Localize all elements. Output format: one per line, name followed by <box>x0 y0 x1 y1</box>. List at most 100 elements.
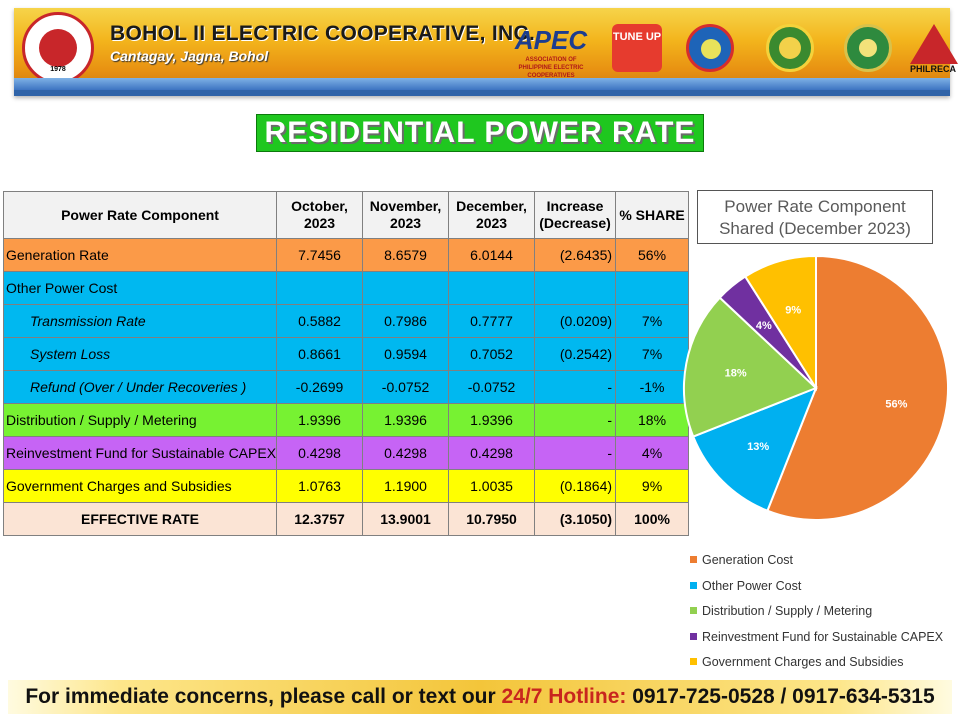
header-component: Power Rate Component <box>2 191 278 239</box>
cell-increase: (2.6435) <box>534 238 617 272</box>
legend-item-distribution: Distribution / Supply / Metering <box>690 601 943 627</box>
apec-logo: APEC ASSOCIATION OF PHILIPPINE ELECTRIC … <box>512 24 590 79</box>
cell-increase: (0.2542) <box>534 337 617 371</box>
cell-november: 0.4298 <box>362 436 450 470</box>
header-december: December, 2023 <box>448 191 536 239</box>
cell-share: 7% <box>615 304 690 338</box>
footer-lead-text: For immediate concerns, please call or t… <box>25 685 502 708</box>
legend-swatch <box>690 632 697 640</box>
table-row-other-power-cost: Other Power Cost <box>2 271 690 305</box>
cell-label: Distribution / Supply / Metering <box>2 403 278 437</box>
cell-share: 100% <box>615 502 690 536</box>
cell-december: 6.0144 <box>448 238 536 272</box>
legend-label: Reinvestment Fund for Sustainable CAPEX <box>702 629 944 644</box>
cell-increase: (0.1864) <box>534 469 617 503</box>
table-row-government: Government Charges and Subsidies 1.0763 … <box>2 469 690 503</box>
legend-swatch <box>690 581 697 589</box>
pie-label-reinvestment: 4% <box>756 320 772 332</box>
cell-label: EFFECTIVE RATE <box>2 502 278 536</box>
table-row-distribution: Distribution / Supply / Metering 1.9396 … <box>2 403 690 437</box>
nea-logo <box>686 24 734 72</box>
philreca-triangle-icon <box>910 24 958 64</box>
cell-december: -0.0752 <box>448 370 536 404</box>
cooperative-address: Cantagay, Jagna, Bohol <box>110 48 269 64</box>
cell-december: 0.7052 <box>448 337 536 371</box>
cell-october: 0.5882 <box>276 304 364 338</box>
legend-swatch <box>690 556 697 563</box>
cell-november: 0.7986 <box>362 304 450 338</box>
cell-increase: - <box>534 436 617 470</box>
cell-label: Other Power Cost <box>2 271 278 305</box>
cell-november: 0.9594 <box>362 337 450 371</box>
pie-slice-distribution <box>683 296 818 438</box>
cell-label: Generation Rate <box>2 238 278 272</box>
cell-october: 1.9396 <box>276 403 364 437</box>
cell-increase <box>534 271 617 305</box>
header-banner: 1978 BOHOL II ELECTRIC COOPERATIVE, INC.… <box>14 8 958 96</box>
footer-hotline-numbers: 0917-725-0528 / 0917-634-5315 <box>626 685 935 708</box>
table-row-refund: Refund (Over / Under Recoveries ) -0.269… <box>2 370 690 404</box>
legend-item-generation: Generation Cost <box>690 550 943 576</box>
pie-label-generation: 56% <box>885 398 907 410</box>
cell-december: 1.0035 <box>448 469 536 503</box>
philreca-logo-text: PHILRECA <box>909 64 956 74</box>
philreca-logo: PHILRECA <box>906 24 960 74</box>
legend-label: Generation Cost <box>702 553 794 567</box>
cell-increase: (3.1050) <box>534 502 617 536</box>
legend-label: Government Charges and Subsidies <box>702 655 904 669</box>
pie-slice-other-power-cost <box>691 386 818 513</box>
cell-december: 10.7950 <box>448 502 536 536</box>
cell-october: 7.7456 <box>276 238 364 272</box>
cell-increase: - <box>534 403 617 437</box>
cell-label: Transmission Rate <box>2 304 278 338</box>
legend-swatch <box>690 658 697 665</box>
cell-november <box>362 271 450 305</box>
power-rate-table: Power Rate Component October, 2023 Novem… <box>2 191 690 536</box>
cooperative-logo: 1978 <box>22 12 94 84</box>
cell-label: System Loss <box>2 337 278 371</box>
page-title: RESIDENTIAL POWER RATE <box>256 114 704 152</box>
logo-year: 1978 <box>50 66 66 73</box>
tune-up-logo: TUNE UP <box>612 24 662 72</box>
legend-label: Other Power Cost <box>702 578 802 593</box>
chart-title: Power Rate Component Shared (December 20… <box>697 190 933 244</box>
footer-hotline-banner: For immediate concerns, please call or t… <box>8 680 952 714</box>
header-october: October, 2023 <box>276 191 364 239</box>
cell-november: 1.9396 <box>362 403 450 437</box>
cell-november: 1.1900 <box>362 469 450 503</box>
legend-item-government: Government Charges and Subsidies <box>690 652 943 678</box>
pie-label-distribution: 18% <box>725 368 747 380</box>
table-row-generation: Generation Rate 7.7456 8.6579 6.0144 (2.… <box>2 238 690 272</box>
cooperative-name: BOHOL II ELECTRIC COOPERATIVE, INC. <box>110 22 536 45</box>
cell-november: 8.6579 <box>362 238 450 272</box>
cell-share: 56% <box>615 238 690 272</box>
pie-label-government: 9% <box>785 304 801 316</box>
legend-label: Distribution / Supply / Metering <box>702 604 873 618</box>
cell-october <box>276 271 364 305</box>
legend-item-other-power-cost: Other Power Cost <box>690 576 943 602</box>
cell-label: Refund (Over / Under Recoveries ) <box>2 370 278 404</box>
header-increase: Increase (Decrease) <box>534 191 617 239</box>
cell-november: 13.9001 <box>362 502 450 536</box>
footer-hotline-label: 24/7 Hotline: <box>501 685 627 708</box>
table-row-system-loss: System Loss 0.8661 0.9594 0.7052 (0.2542… <box>2 337 690 371</box>
table-row-reinvestment: Reinvestment Fund for Sustainable CAPEX … <box>2 436 690 470</box>
renewable-energy-logo <box>766 24 814 72</box>
pie-label-other-power-cost: 13% <box>747 441 769 453</box>
doe-logo <box>844 24 892 72</box>
cell-november: -0.0752 <box>362 370 450 404</box>
cell-label: Reinvestment Fund for Sustainable CAPEX <box>2 436 278 470</box>
cell-october: -0.2699 <box>276 370 364 404</box>
pie-chart: 56% 13% 18% 4% 9% <box>683 254 949 521</box>
cell-october: 0.4298 <box>276 436 364 470</box>
cell-december: 1.9396 <box>448 403 536 437</box>
cell-december: 0.4298 <box>448 436 536 470</box>
chart-legend: Generation Cost Other Power Cost Distribut… <box>690 550 943 678</box>
cell-october: 1.0763 <box>276 469 364 503</box>
cell-december <box>448 271 536 305</box>
cell-october: 12.3757 <box>276 502 364 536</box>
cell-increase: (0.0209) <box>534 304 617 338</box>
cell-label: Government Charges and Subsidies <box>2 469 278 503</box>
cell-share: 9% <box>615 469 690 503</box>
legend-item-reinvestment: Reinvestment Fund for Sustainable CAPEX <box>690 627 943 653</box>
